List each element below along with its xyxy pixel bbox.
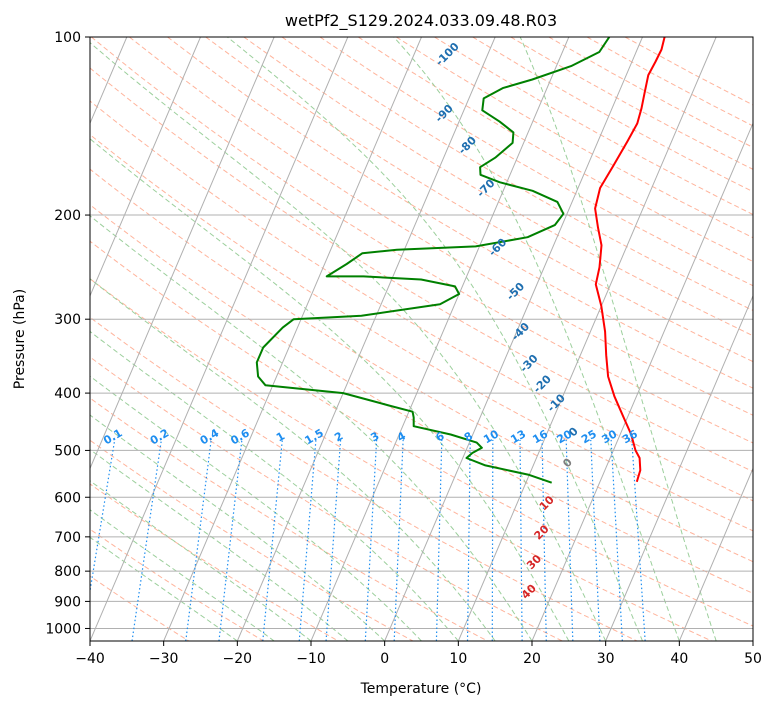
isotherm-line <box>310 37 570 641</box>
moist-adiabat-line <box>227 37 643 641</box>
mixing-ratio-line <box>631 439 646 641</box>
y-tick-label: 500 <box>54 443 81 459</box>
dry-adiabat-line <box>90 100 753 502</box>
plot-frame <box>89 36 754 642</box>
x-tick-label: 30 <box>597 651 615 667</box>
mixing-ratio-line <box>364 439 378 641</box>
mixing-ratio-line <box>393 439 404 641</box>
dewpoint-line <box>255 37 611 484</box>
x-axis-label: Temperature (°C) <box>360 681 482 697</box>
y-axis: 100 200 300 400 500 600 700 800 900 1000 <box>45 30 90 637</box>
dry-adiabat-line <box>167 37 753 389</box>
mixing-ratio-line <box>610 439 623 641</box>
mixing-ratio-line <box>298 439 317 641</box>
x-tick-label: 20 <box>523 651 541 667</box>
moist-adiabat-line <box>90 215 533 641</box>
mixing-ratio-line <box>131 439 162 641</box>
mixing-ratio-line <box>491 439 494 641</box>
mixing-ratio-line <box>466 439 471 641</box>
moist-adiabat-line <box>90 330 459 641</box>
isotherm-line <box>678 467 753 641</box>
mixing-ratio-line <box>262 439 283 641</box>
mixing-ratio-line <box>519 439 523 641</box>
moist-adiabat-line <box>519 37 717 641</box>
dry-adiabat-line <box>319 37 753 287</box>
x-tick-label: 50 <box>744 651 762 667</box>
y-tick-label: 300 <box>54 312 81 328</box>
y-tick-label: 100 <box>54 30 81 46</box>
chart-title: wetPf2_S129.2024.033.09.48.R03 <box>285 11 557 31</box>
y-tick-label: 800 <box>54 564 81 580</box>
mixing-ratio-line <box>565 439 574 641</box>
mixing-ratio-line <box>185 439 212 641</box>
y-tick-label: 200 <box>54 208 81 224</box>
moist-adiabat-line <box>90 138 570 641</box>
mixing-ratio-line <box>325 439 342 641</box>
isotherm-line <box>605 294 753 641</box>
dry-adiabat-line <box>281 37 753 311</box>
isotherm-line <box>90 37 349 641</box>
moist-adiabat-line <box>90 414 386 641</box>
dry-adiabat-line <box>90 168 753 563</box>
isotherm-line <box>163 37 422 641</box>
isotherm-line <box>236 37 496 641</box>
moist-adiabat-line <box>90 375 422 641</box>
y-tick-label: 700 <box>54 530 81 546</box>
temperature-line <box>594 37 666 483</box>
isotherm-line <box>90 37 201 298</box>
series-layer <box>255 37 666 484</box>
moist-adiabat-line <box>90 448 349 641</box>
y-tick-label: 600 <box>54 490 81 506</box>
x-tick-label: −40 <box>75 651 105 667</box>
y-tick-label: 400 <box>54 386 81 402</box>
x-tick-label: 0 <box>380 651 389 667</box>
x-tick-label: −20 <box>223 651 253 667</box>
x-tick-label: 10 <box>449 651 467 667</box>
mixing-ratio-line <box>541 439 547 641</box>
dry-adiabat-line <box>90 240 753 627</box>
dry-adiabat-line <box>90 356 564 641</box>
mixing-ratio-line <box>435 439 443 641</box>
moist-adiabat-line <box>90 536 238 641</box>
y-tick-label: 900 <box>54 594 81 610</box>
y-tick-label: 1000 <box>45 621 81 637</box>
isotherm-line <box>384 37 643 641</box>
dry-adiabat-line <box>90 134 753 532</box>
x-tick-label: −10 <box>296 651 326 667</box>
moist-adiabat-line <box>393 37 680 641</box>
x-tick-label: −30 <box>149 651 179 667</box>
mixing-ratio-line <box>590 439 601 641</box>
moist-adiabat-line <box>90 278 496 641</box>
isotherm-line <box>531 122 753 641</box>
isotherm-line <box>90 37 275 470</box>
mixing-ratio-line <box>218 439 243 641</box>
x-tick-label: 40 <box>670 651 688 667</box>
dry-adiabat-line <box>129 37 753 416</box>
isotherm-line <box>457 37 717 641</box>
y-axis-label: Pressure (hPa) <box>12 289 28 389</box>
background-lines <box>90 37 753 641</box>
x-axis: −40 −30 −20 −10 0 10 20 30 40 50 <box>75 641 762 667</box>
